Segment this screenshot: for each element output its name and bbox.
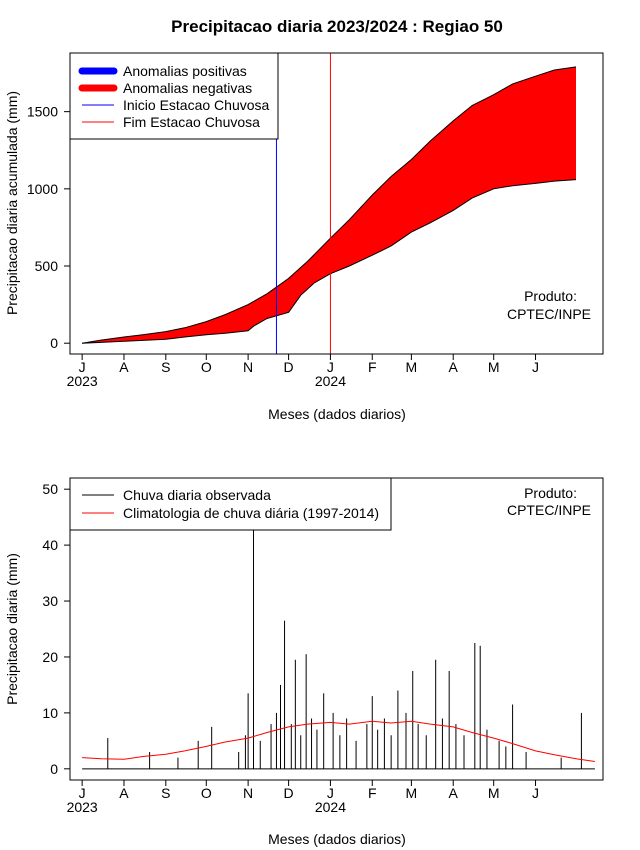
y-tick-label: 0 [50,761,58,777]
y-tick-label: 50 [42,481,58,497]
x-tick-label: J [327,359,334,375]
annotation-line-1: Produto: [524,485,577,501]
negative-anomaly-area [82,66,576,344]
x-tick-label: D [284,785,294,801]
x-tick-label: J [327,785,334,801]
x-tick-label: O [201,785,212,801]
legend-box [69,52,279,140]
annotation-line-1: Produto: [524,288,577,304]
x-tick-label: J [532,785,539,801]
x-tick-label: F [368,785,377,801]
x-tick-label: S [161,359,170,375]
x-tick-label: D [284,359,294,375]
y-tick-label: 1500 [27,104,58,120]
x-axis-label: Meses (dados diarios) [268,831,406,847]
x-tick-label: N [243,359,253,375]
x-tick-label: F [368,359,377,375]
x-tick-label: S [161,785,170,801]
x-year-label: 2023 [67,373,98,389]
x-tick-label: A [449,359,459,375]
legend-entry: Climatologia de chuva diária (1997-2014) [123,505,379,521]
series-line [82,179,577,344]
x-tick-label: O [201,359,212,375]
annotation-line-2: CPTEC/INPE [507,502,591,518]
legend: Anomalias positivas Anomalias negativas … [69,52,279,140]
y-tick-label: 10 [42,705,58,721]
legend-entry: Inicio Estacao Chuvosa [123,97,270,113]
y-axis: 0 10 20 30 40 50 [42,481,71,777]
y-tick-label: 20 [42,649,58,665]
x-tick-label: A [449,785,459,801]
annotation-line-2: CPTEC/INPE [507,306,591,322]
x-axis-label: Meses (dados diarios) [268,406,406,422]
legend: Chuva diaria observada Climatologia de c… [69,477,392,531]
x-tick-label: M [488,359,500,375]
observed-rain-spikes [82,511,595,770]
x-tick-label: A [119,359,129,375]
y-tick-label: 1000 [27,181,58,197]
x-year-label: 2024 [315,799,346,815]
y-axis-label: Precipitacao diaria (mm) [4,553,20,705]
anomaly-fill-area [82,66,576,344]
legend-entry: Anomalias negativas [123,80,252,96]
legend-entry: Anomalias positivas [123,63,247,79]
climatology-polyline [82,720,595,762]
legend-box [69,477,392,531]
x-year-label: 2023 [67,799,98,815]
x-tick-label: M [406,785,418,801]
legend-entry: Chuva diaria observada [123,487,271,503]
legend-entry: Fim Estacao Chuvosa [123,114,260,130]
y-tick-label: 30 [42,593,58,609]
y-tick-label: 0 [50,335,58,351]
x-tick-label: M [406,359,418,375]
y-tick-label: 500 [35,258,59,274]
x-tick-label: M [488,785,500,801]
x-tick-label: J [79,359,86,375]
y-tick-label: 40 [42,537,58,553]
x-year-label: 2024 [315,373,346,389]
x-tick-label: J [532,359,539,375]
x-tick-label: J [79,785,86,801]
x-tick-label: N [243,785,253,801]
climatology-line [82,720,595,762]
y-axis: 0 500 1000 1500 [27,104,71,351]
x-tick-label: A [119,785,129,801]
y-axis-label: Precipitacao diaria acumulada (mm) [4,91,20,315]
chart-title: Precipitacao diaria 2023/2024 : Regiao 5… [171,17,503,36]
